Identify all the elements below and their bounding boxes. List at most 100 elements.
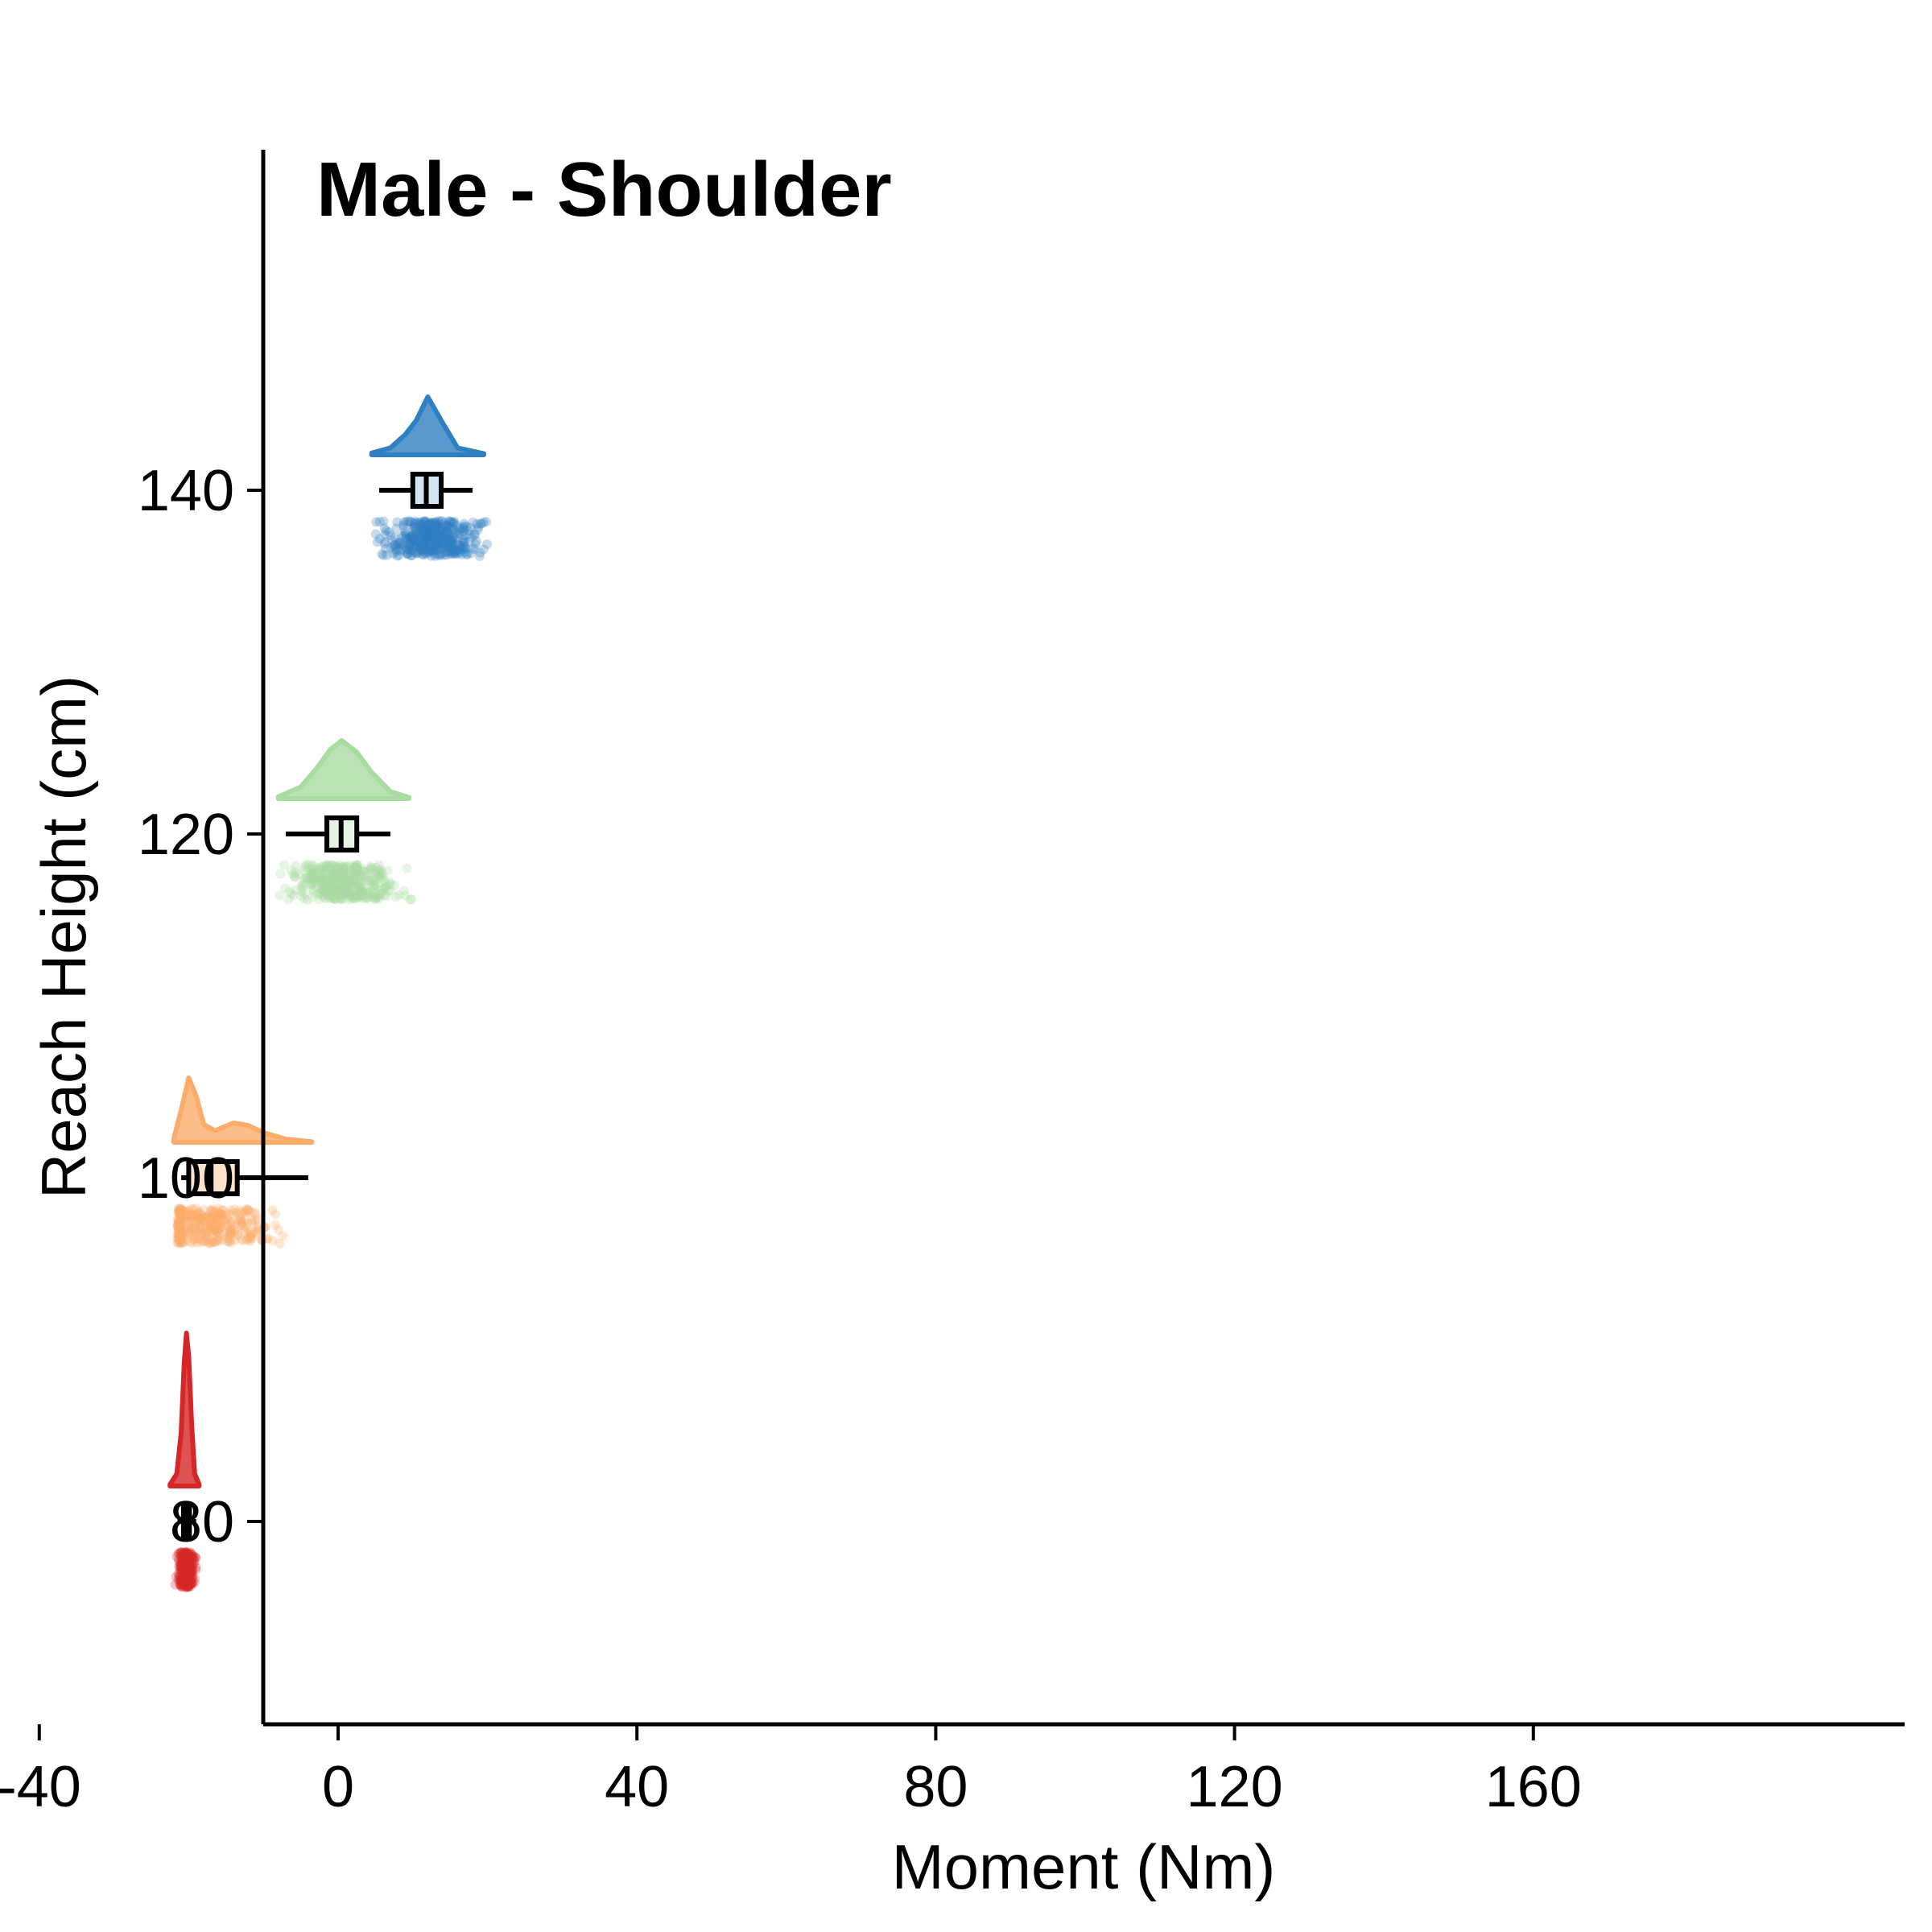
rain-point [332,868,342,878]
rain-point [184,1566,195,1576]
rain-point [444,531,454,542]
rain-point [181,1571,192,1582]
chart-title: Male - Shoulder [316,147,892,233]
rain-point [344,883,354,894]
rain-point [440,518,450,528]
rain-point [175,1580,186,1591]
rain-point [411,547,422,558]
rain-point [185,1551,196,1562]
rain-point [444,546,455,555]
rain-point [180,1569,191,1579]
rain-point [176,1563,187,1573]
rain-point [176,1205,187,1216]
rain-point [208,1225,219,1236]
rain-point [175,1238,185,1249]
rain-point [374,891,385,902]
rain-point [342,870,353,881]
rain-point [429,525,440,535]
rain-point [351,866,361,876]
rain-point [291,885,301,895]
rain-point [366,892,377,902]
rain-point [375,868,386,878]
rain-point [206,1213,217,1224]
rain-point [312,864,323,873]
rain-point [308,868,318,878]
rain-point [402,549,412,559]
rain-point [374,534,385,544]
rain-point [357,866,368,877]
rain-point [447,535,457,545]
rain-point [174,1226,184,1236]
rain-point [421,526,431,536]
rain-point [188,1554,198,1563]
rain-point [448,531,459,542]
rain-point [431,538,442,548]
rain-point [353,878,364,889]
rain-point [413,548,423,559]
rain-point [176,1215,187,1225]
rain-point [405,541,415,551]
rain-point [378,883,388,894]
rain-point [341,883,352,894]
rain-point [336,894,345,904]
rain-point [419,516,430,526]
rain-point [321,876,332,886]
rain-point [453,548,464,559]
rain-point [419,528,430,539]
rain-point [173,1206,184,1216]
rain-point [180,1575,190,1586]
rain-point [413,536,423,547]
rain-point [180,1577,190,1587]
rain-point [413,528,423,539]
rain-point [402,549,413,559]
rain-point [445,523,456,533]
rain-point [172,1220,183,1230]
rain-point [184,1220,195,1231]
rain-point [178,1560,188,1571]
rain-point [328,869,339,880]
rain-point [175,1207,186,1216]
rain-point [184,1213,195,1224]
rain-point [204,1237,215,1248]
rain-point [316,868,326,878]
rain-point [284,886,295,897]
rain-point [280,883,291,894]
rain-point [427,527,438,538]
rain-point [322,863,332,873]
rain-point [482,539,492,550]
rain-point [175,1566,186,1576]
rain-point [388,541,398,551]
rain-point [424,521,435,530]
rain-point [185,1579,196,1589]
rain-point [452,535,462,545]
rain-point [468,543,478,554]
rain-point [235,1220,246,1231]
rain-point [430,530,440,541]
rain-point [376,889,386,899]
rain-point [444,516,455,526]
rain-point [349,877,360,887]
rain-point [173,1548,184,1558]
rain-point [242,1235,252,1245]
rain-point [308,884,318,894]
rain-point [337,861,348,872]
rain-point [213,1214,223,1224]
rain-point [180,1580,191,1591]
rain-point [331,887,341,898]
rain-point [434,538,444,548]
rain-point [174,1220,184,1230]
rain-point [181,1554,192,1564]
rain-point [188,1237,197,1248]
rain-point [466,548,476,559]
rain-point [174,1216,184,1226]
rain-point [188,1564,198,1575]
rain-point [400,890,411,901]
rain-point [406,545,416,555]
rain-point [212,1225,222,1236]
rain-point [184,1219,194,1229]
rain-point [345,877,355,887]
rain-point [318,879,328,890]
rain-point [436,526,446,536]
rain-point [173,1203,184,1214]
